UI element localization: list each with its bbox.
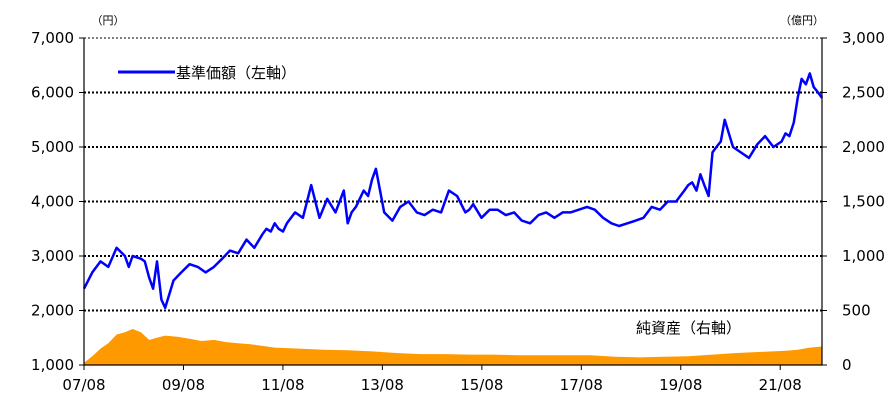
left-tick-label: 6,000: [31, 84, 74, 102]
x-tick-label: 15/08: [460, 376, 503, 394]
right-tick-label: 0: [842, 356, 852, 374]
left-tick-label: 1,000: [31, 356, 74, 374]
right-axis-unit: （億円）: [780, 14, 824, 27]
left-tick-label: 7,000: [31, 29, 74, 47]
left-tick-label: 5,000: [31, 138, 74, 156]
net-assets-label: 純資産（右軸）: [636, 319, 741, 337]
x-tick-label: 07/08: [62, 376, 105, 394]
left-tick-label: 3,000: [31, 247, 74, 265]
x-tick-label: 21/08: [759, 376, 802, 394]
left-tick-label: 2,000: [31, 302, 74, 320]
x-tick-label: 09/08: [162, 376, 205, 394]
left-tick-label: 4,000: [31, 193, 74, 211]
legend-label-nav: 基準価額（左軸）: [176, 64, 296, 82]
net-assets-area-layer: [84, 329, 822, 365]
x-tick-label: 19/08: [659, 376, 702, 394]
axes: [79, 37, 827, 370]
right-tick-label: 1,000: [842, 247, 885, 265]
x-tick-label: 13/08: [361, 376, 404, 394]
right-tick-label: 3,000: [842, 29, 885, 47]
nav-line-layer: [82, 72, 824, 310]
gridlines: [84, 37, 822, 312]
right-tick-label: 500: [842, 302, 871, 320]
net-assets-area: [84, 329, 822, 365]
x-tick-label: 11/08: [261, 376, 304, 394]
right-tick-label: 2,500: [842, 84, 885, 102]
right-tick-label: 1,500: [842, 193, 885, 211]
labels: 1,000 2,000 3,000 4,000 5,000 6,000 7,000 0 500 1…: [31, 14, 885, 394]
right-tick-label: 2,000: [842, 138, 885, 156]
x-tick-label: 17/08: [560, 376, 603, 394]
left-axis-unit: （円）: [92, 14, 125, 27]
nav-line: [82, 72, 824, 310]
